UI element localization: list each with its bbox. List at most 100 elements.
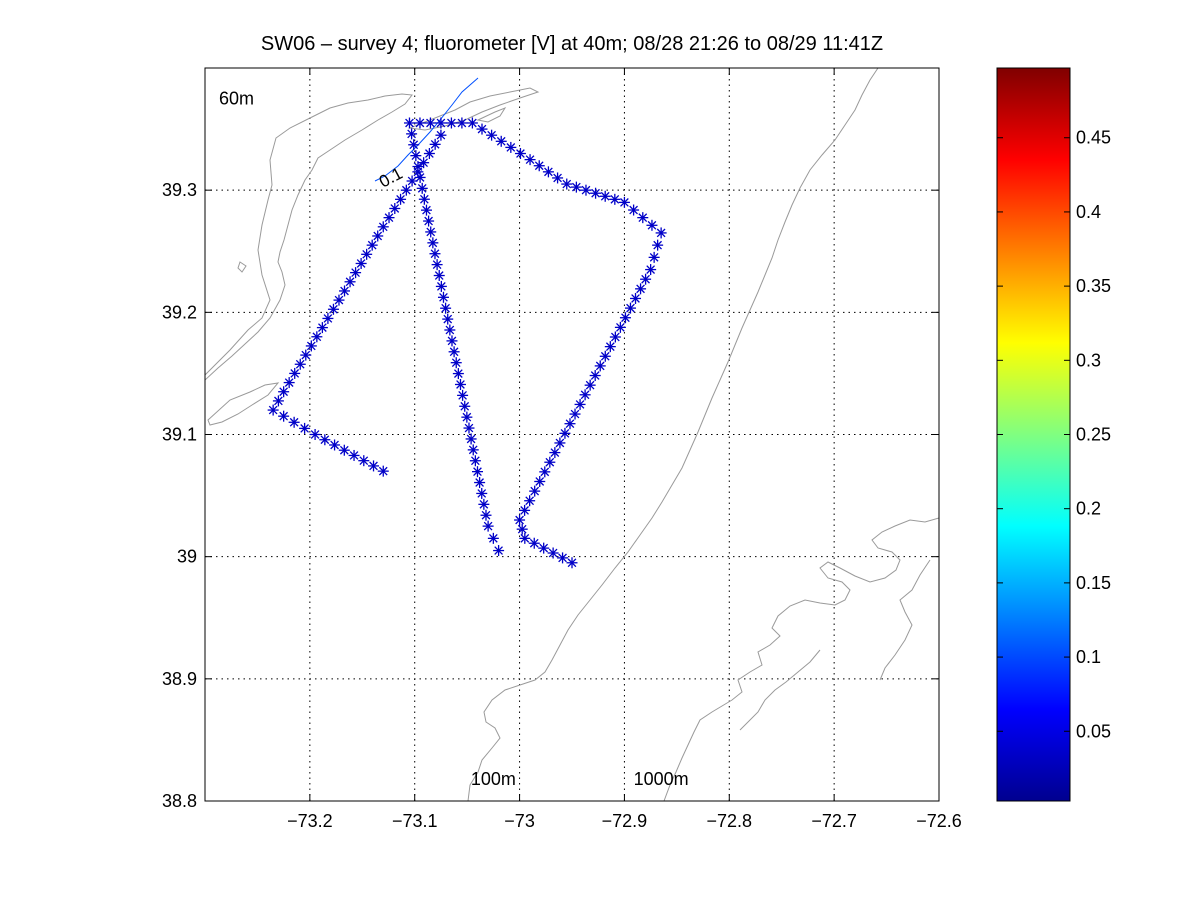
track-point — [283, 377, 295, 389]
track-point — [534, 475, 546, 487]
track-point — [416, 182, 428, 194]
x-tick-label: −72.6 — [916, 811, 962, 831]
track-point — [448, 346, 460, 358]
colorbar-tick-label: 0.4 — [1076, 202, 1101, 222]
track-point — [557, 552, 569, 564]
track-point — [431, 259, 443, 271]
track-point — [355, 257, 367, 269]
track-point — [628, 204, 640, 216]
track-point — [435, 129, 447, 141]
track-point — [427, 237, 439, 249]
track-point — [454, 378, 466, 390]
colorbar-ticks: 0.05 0.1 0.15 0.2 0.25 0.3 0.35 0.4 0.45 — [997, 128, 1111, 741]
track-point — [559, 427, 571, 439]
colorbar-tick-label: 0.45 — [1076, 128, 1111, 148]
track-point — [309, 429, 321, 440]
track-point — [465, 433, 477, 445]
track-point — [594, 360, 606, 372]
track-point — [482, 520, 494, 532]
track-point — [424, 117, 436, 129]
isobath-label: 100m — [471, 769, 516, 789]
x-tick-label: −73 — [504, 811, 535, 831]
track-point — [452, 368, 464, 380]
track-point — [652, 239, 664, 251]
track-point — [348, 449, 360, 461]
track-point — [339, 285, 351, 297]
chart-title: SW06 – survey 4; fluorometer [V] at 40m;… — [261, 33, 883, 55]
colorbar-tick-label: 0.2 — [1076, 499, 1101, 519]
track-point — [288, 416, 300, 428]
track-point — [322, 312, 334, 324]
track-point — [476, 487, 488, 499]
track-point — [493, 545, 505, 557]
track-point — [495, 135, 507, 147]
track-point — [609, 331, 621, 343]
track-point — [474, 477, 486, 489]
track-point — [418, 157, 430, 169]
track-point — [327, 303, 339, 315]
track-point — [552, 172, 564, 184]
track-point — [574, 398, 586, 410]
colorbar-tick-label: 0.15 — [1076, 573, 1111, 593]
track-point — [514, 148, 526, 160]
track-point — [300, 349, 312, 361]
track-point — [444, 324, 456, 336]
track-point — [338, 444, 350, 456]
track-point — [604, 341, 616, 353]
track-point — [267, 404, 279, 416]
track-point — [429, 138, 441, 150]
track-point — [618, 196, 630, 208]
track-point — [580, 184, 592, 196]
track-point — [519, 532, 531, 544]
track-point — [294, 358, 306, 370]
track-point — [368, 460, 380, 472]
isobath-60m — [205, 93, 413, 381]
isobath-60m-b — [207, 382, 280, 426]
track-point — [406, 175, 418, 187]
track-point — [299, 422, 311, 434]
track-point — [319, 434, 331, 446]
track-point — [377, 221, 389, 233]
track-point — [278, 410, 290, 422]
track-point — [461, 411, 473, 423]
track-point — [549, 447, 561, 459]
grid — [205, 68, 939, 801]
track-point — [487, 532, 499, 544]
track-point — [414, 117, 426, 129]
track-point — [437, 291, 449, 303]
isobath-1000m — [663, 517, 939, 801]
colorbar-tick-label: 0.05 — [1076, 721, 1111, 741]
fluorometer-contour-0.1 — [374, 77, 479, 182]
track-point — [564, 418, 576, 430]
track-point — [350, 267, 362, 279]
x-tick-label: −73.2 — [287, 811, 333, 831]
track-point — [590, 187, 602, 199]
x-tick-label: −73.1 — [392, 811, 438, 831]
track-point — [358, 455, 370, 467]
track-point — [435, 117, 447, 129]
track-point — [478, 498, 490, 510]
track-point — [289, 367, 301, 379]
track-point — [466, 117, 478, 129]
track-point — [471, 466, 483, 478]
track-point — [423, 148, 435, 160]
track-point — [547, 547, 559, 559]
track-point — [637, 212, 649, 224]
track-point — [645, 264, 657, 276]
track-point — [609, 193, 621, 205]
track-point — [429, 248, 441, 260]
track-point — [599, 350, 611, 362]
track-point — [389, 202, 401, 214]
track-point — [418, 193, 430, 205]
track-point — [463, 422, 475, 434]
track-point — [450, 357, 462, 369]
track-point — [544, 456, 556, 468]
track-point — [566, 557, 578, 569]
track-point — [646, 219, 658, 231]
track-point — [433, 270, 445, 282]
x-tick-label: −72.7 — [811, 811, 857, 831]
isobath-60m-e — [237, 261, 247, 273]
track-point — [445, 117, 457, 129]
track-point — [514, 514, 526, 526]
